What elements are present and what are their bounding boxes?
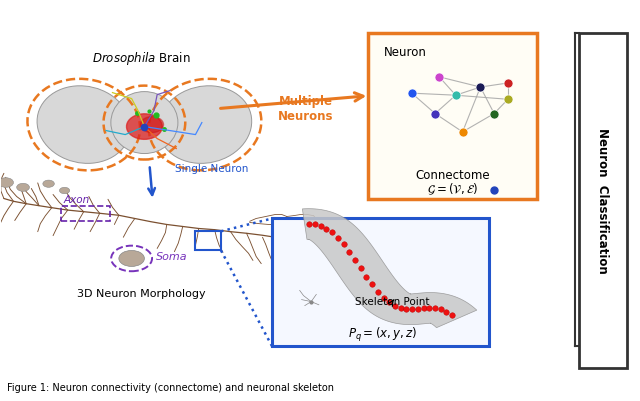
Text: Axon: Axon	[63, 195, 90, 205]
Polygon shape	[302, 209, 477, 328]
Text: Neuron  Classification: Neuron Classification	[596, 128, 609, 273]
FancyBboxPatch shape	[272, 219, 489, 346]
Ellipse shape	[158, 86, 252, 163]
FancyBboxPatch shape	[368, 32, 537, 198]
Circle shape	[0, 178, 13, 187]
Text: Skeleton Point: Skeleton Point	[355, 298, 429, 308]
Ellipse shape	[37, 86, 131, 163]
Text: Connectome: Connectome	[415, 169, 490, 182]
Text: Neuron: Neuron	[384, 46, 427, 59]
Circle shape	[119, 251, 145, 266]
Text: $\mathcal{G} = (\mathcal{V}, \mathcal{E})$: $\mathcal{G} = (\mathcal{V}, \mathcal{E}…	[427, 182, 478, 197]
Text: 3D Neuron Morphology: 3D Neuron Morphology	[77, 289, 205, 299]
Text: Multiple
Neurons: Multiple Neurons	[278, 95, 333, 123]
FancyBboxPatch shape	[579, 32, 627, 369]
Ellipse shape	[111, 91, 178, 154]
Text: $P_q = (x,y,z)$: $P_q = (x,y,z)$	[348, 326, 417, 344]
Polygon shape	[127, 114, 163, 140]
Text: Figure 1: Neuron connectivity (connectome) and neuronal skeleton: Figure 1: Neuron connectivity (connectom…	[7, 383, 334, 393]
Text: Single Neuron: Single Neuron	[175, 164, 248, 174]
Text: $\it{Drosophila}$ Brain: $\it{Drosophila}$ Brain	[92, 51, 191, 67]
Circle shape	[60, 187, 70, 194]
Circle shape	[43, 180, 54, 187]
Polygon shape	[141, 117, 164, 133]
Circle shape	[17, 183, 29, 191]
Text: Soma: Soma	[156, 253, 188, 262]
